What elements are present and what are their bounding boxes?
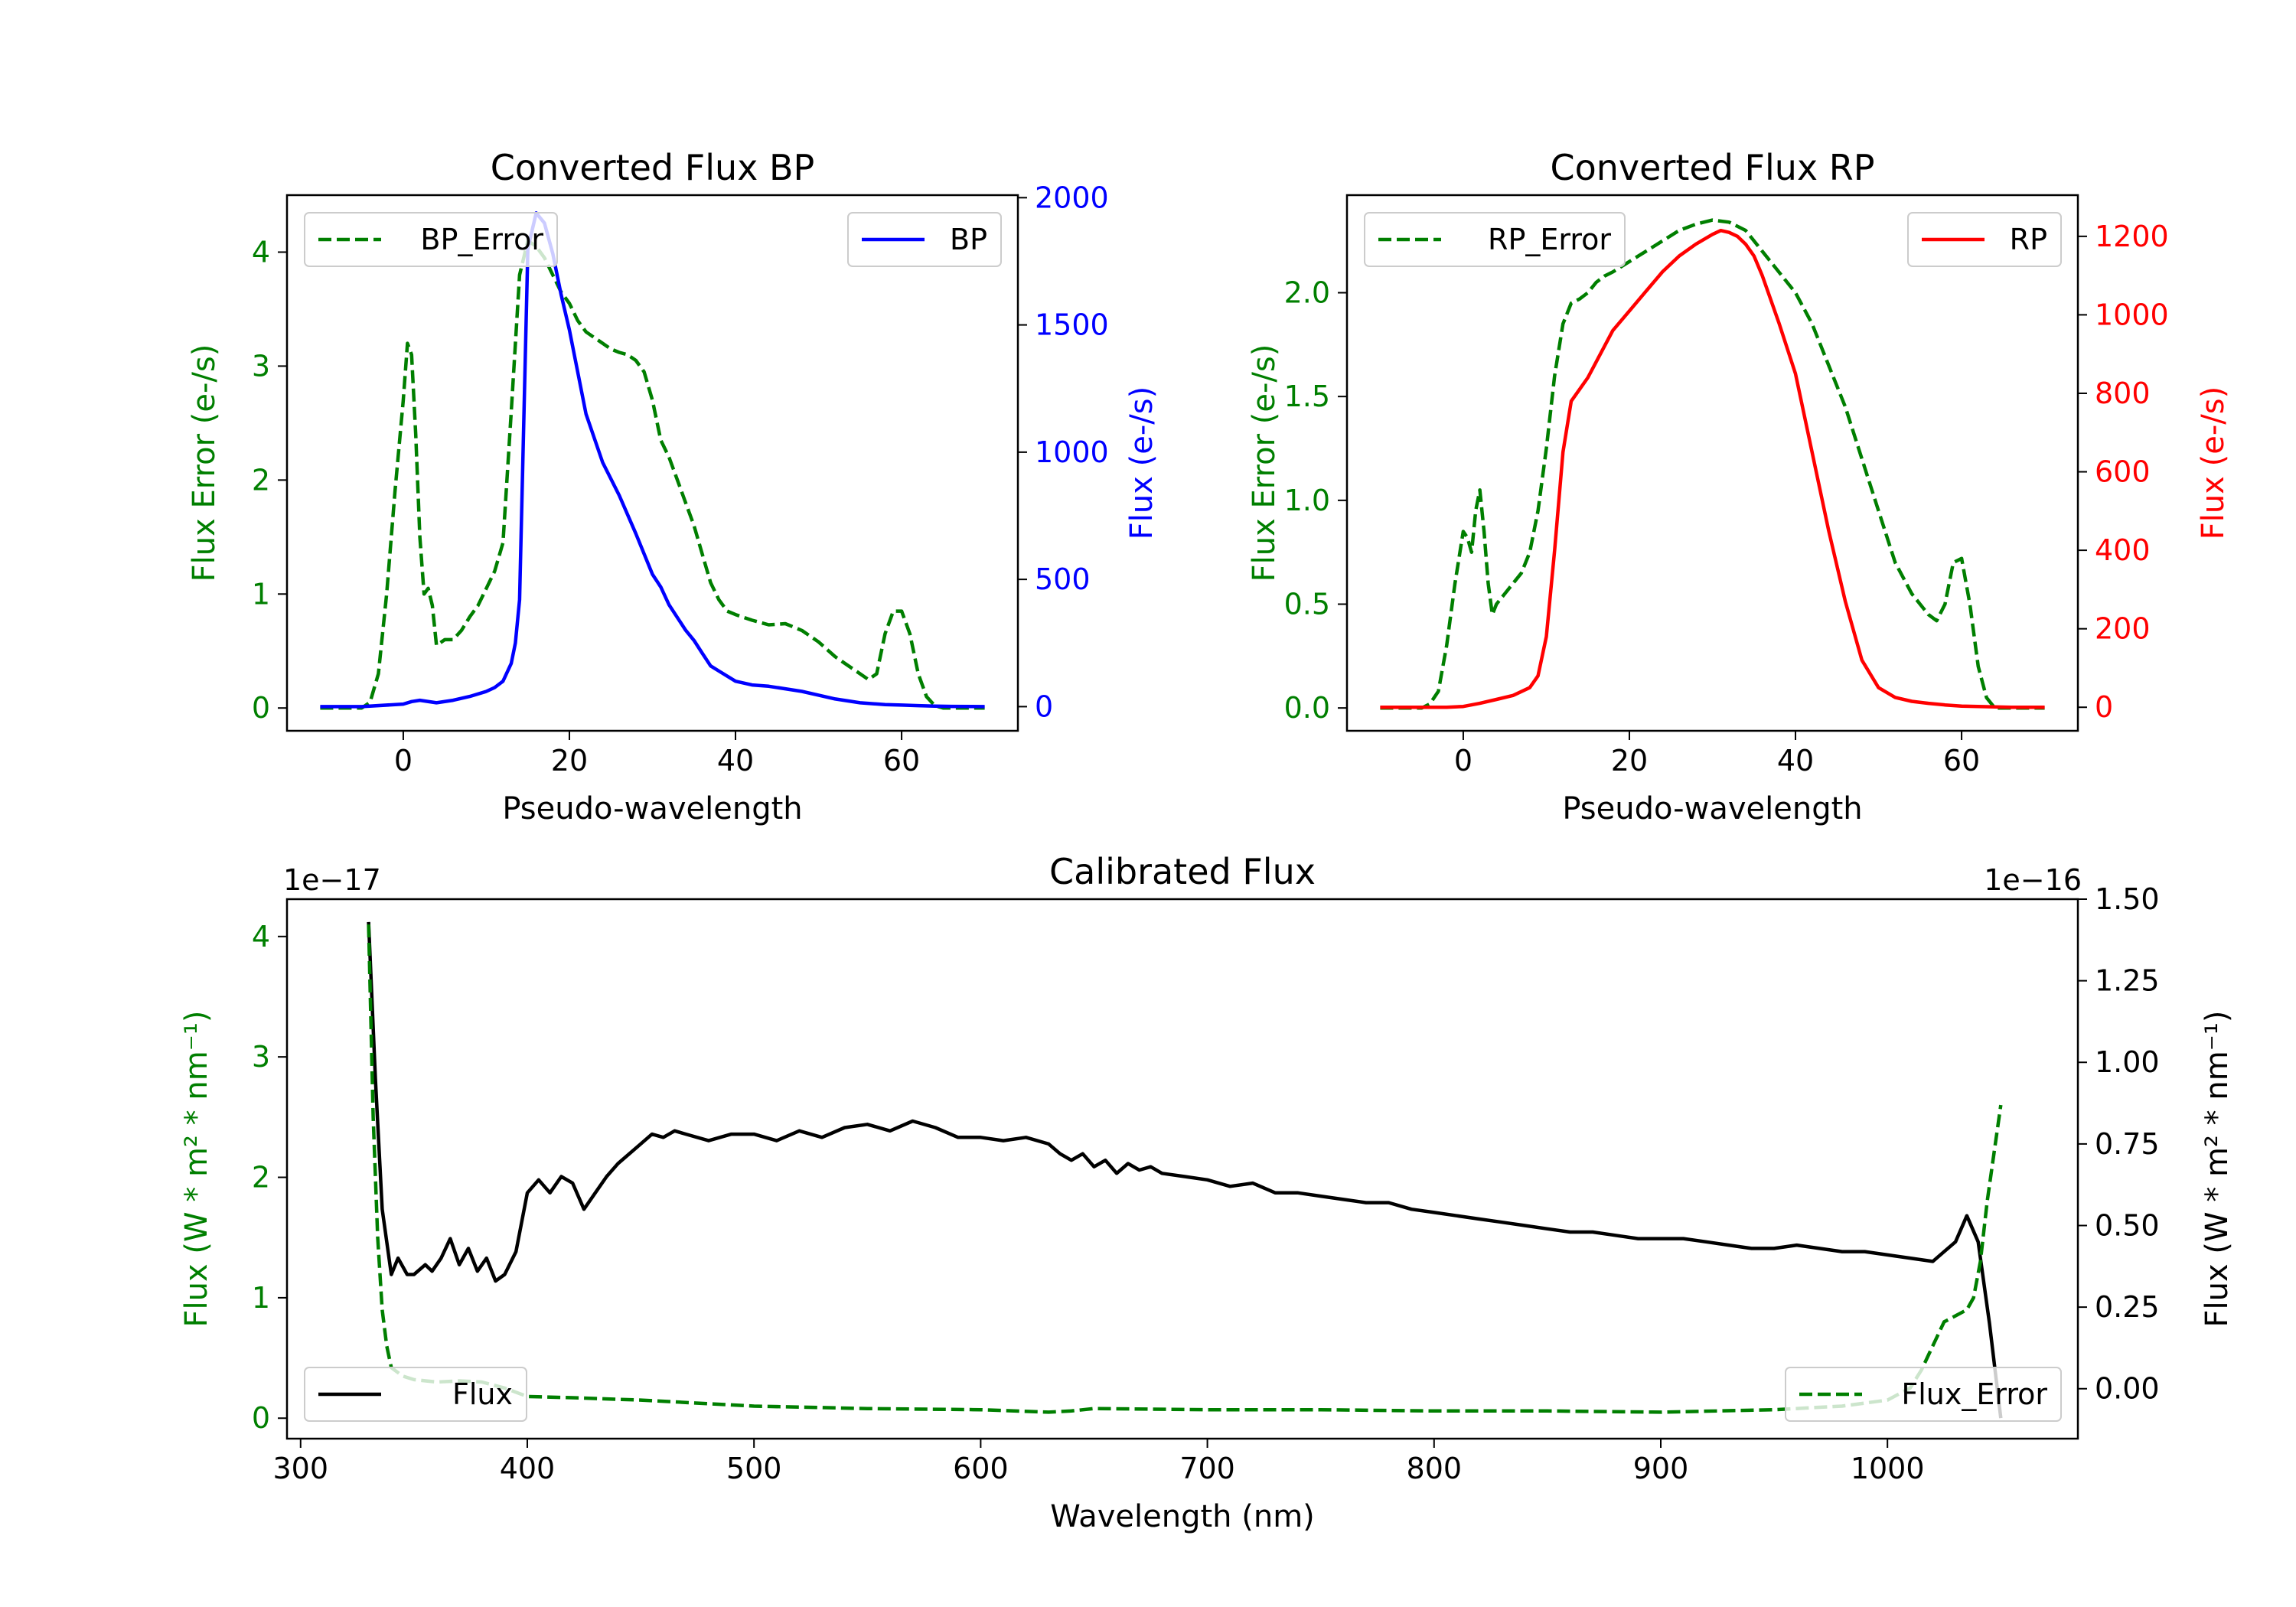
calibrated-ytick-left-label: 3	[252, 1040, 270, 1074]
rp-ytick-right-label: 1000	[2095, 298, 2169, 331]
calibrated-legend-left-box	[304, 1367, 527, 1422]
calibrated-xtick-label: 700	[1179, 1452, 1235, 1485]
rp-ytick-left-label: 1.0	[1284, 484, 1330, 517]
calibrated-ytick-left-label: 0	[252, 1401, 270, 1435]
calibrated-ytick-right-label: 0.00	[2095, 1372, 2160, 1406]
bp-panel: Converted Flux BP0 20 40 600123405001000150…	[187, 147, 1159, 826]
rp-xtick-label: 20	[1611, 744, 1648, 777]
rp-legend-right-label: RP	[2010, 223, 2047, 256]
rp-ytick-left-label: 0.0	[1284, 691, 1330, 725]
bp-xtick-label: 60	[883, 744, 920, 777]
calibrated-xtick-label: 600	[953, 1452, 1009, 1485]
rp-ytick-right-label: 1200	[2095, 220, 2169, 253]
calibrated-ytick-left-label: 4	[252, 920, 270, 953]
bp-legend-left-box	[304, 212, 558, 267]
rp-legend-left-label: RP_Error	[1488, 223, 1611, 256]
bp-series-bp-error	[320, 239, 985, 710]
calibrated-xtick-label: 1000	[1851, 1452, 1925, 1485]
bp-ytick-right-label: 1000	[1035, 435, 1109, 469]
calibrated-xtick-label: 300	[273, 1452, 329, 1485]
calibrated-axes-frame	[285, 898, 2079, 1440]
bp-xtick-label: 20	[551, 744, 588, 777]
calibrated-xtick-label: 900	[1633, 1452, 1689, 1485]
bp-axes-frame	[285, 194, 1019, 732]
rp-series-rp	[1380, 228, 2045, 709]
rp-xtick-label: 0	[1454, 744, 1473, 777]
bp-xtick-label: 0	[394, 744, 413, 777]
calibrated-legend-right-box	[1785, 1367, 2062, 1422]
calibrated-ytick-right-label: 1.50	[2095, 882, 2160, 916]
bp-legend-left-label: BP_Error	[420, 223, 543, 256]
bp-title: Converted Flux BP	[491, 147, 815, 188]
bp-ytick-left-label: 4	[252, 235, 270, 269]
bp-ylabel-left: Flux Error (e-/s)	[187, 344, 222, 582]
rp-ytick-right-label: 600	[2095, 455, 2151, 489]
rp-ytick-left-label: 1.5	[1284, 380, 1330, 413]
bp-ytick-right-label: 0	[1035, 689, 1053, 723]
rp-ylabel-left: Flux Error (e-/s)	[1247, 344, 1282, 582]
calibrated-offset-right: 1e−16	[1984, 863, 2082, 897]
rp-panel: Converted Flux RP 0 20 40 60 0.0 0.5 1.0 1.5 2.0 0…	[1247, 147, 2231, 826]
rp-axes-frame	[1345, 194, 2079, 732]
bp-ytick-left-label: 1	[252, 577, 270, 611]
bp-ytick-right-label: 2000	[1035, 181, 1109, 214]
calibrated-ytick-right-label: 0.75	[2095, 1127, 2160, 1161]
bp-ytick-left-label: 3	[252, 349, 270, 383]
calibrated-panel: Calibrated Flux 300 400 500 600 700 800 900 1000…	[179, 851, 2235, 1534]
rp-series-rp-error	[1380, 218, 2045, 710]
calibrated-offset-left: 1e−17	[283, 863, 381, 897]
rp-ytick-right-label: 400	[2095, 533, 2151, 567]
bp-ytick-right-label: 1500	[1035, 308, 1109, 342]
calibrated-ytick-right-label: 0.25	[2095, 1290, 2160, 1324]
calibrated-ylabel-left: Flux (W * m² * nm⁻¹)	[179, 1011, 214, 1328]
calibrated-ytick-right-label: 1.25	[2095, 964, 2160, 998]
calibrated-series-flux	[367, 921, 2003, 1419]
calibrated-xlabel: Wavelength (nm)	[1050, 1499, 1315, 1534]
calibrated-title: Calibrated Flux	[1049, 851, 1316, 892]
calibrated-xtick-label: 800	[1407, 1452, 1463, 1485]
calibrated-legend-right-label: Flux_Error	[1901, 1377, 2047, 1411]
bp-ytick-left-label: 2	[252, 463, 270, 497]
calibrated-xtick-label: 500	[726, 1452, 782, 1485]
bp-ylabel-right: Flux (e-/s)	[1124, 386, 1159, 539]
calibrated-ytick-right-label: 0.50	[2095, 1208, 2160, 1242]
rp-xtick-label: 40	[1777, 744, 1814, 777]
bp-xtick-label: 40	[717, 744, 754, 777]
rp-ytick-right-label: 800	[2095, 376, 2151, 410]
calibrated-ytick-left-label: 2	[252, 1161, 270, 1195]
bp-series-bp	[320, 211, 985, 709]
calibrated-ytick-left-label: 1	[252, 1281, 270, 1315]
bp-ytick-left-label: 0	[252, 691, 270, 725]
calibrated-ytick-right-label: 1.00	[2095, 1045, 2160, 1079]
rp-ytick-right-label: 0	[2095, 690, 2113, 724]
rp-title: Converted Flux RP	[1551, 147, 1875, 188]
bp-xlabel: Pseudo-wavelength	[502, 791, 802, 826]
bp-legend-right-label: BP	[950, 223, 987, 256]
calibrated-legend-left-label: Flux	[452, 1377, 513, 1411]
rp-ytick-right-label: 200	[2095, 612, 2151, 646]
rp-ylabel-right: Flux (e-/s)	[2196, 386, 2231, 539]
rp-ytick-left-label: 2.0	[1284, 276, 1330, 310]
rp-xtick-label: 60	[1943, 744, 1980, 777]
rp-legend-left-box	[1364, 212, 1626, 267]
rp-xlabel: Pseudo-wavelength	[1562, 791, 1862, 826]
rp-ytick-left-label: 0.5	[1284, 587, 1330, 621]
calibrated-xtick-label: 400	[500, 1452, 556, 1485]
bp-ytick-right-label: 500	[1035, 562, 1091, 596]
calibrated-ylabel-right: Flux (W * m² * nm⁻¹)	[2200, 1011, 2235, 1328]
